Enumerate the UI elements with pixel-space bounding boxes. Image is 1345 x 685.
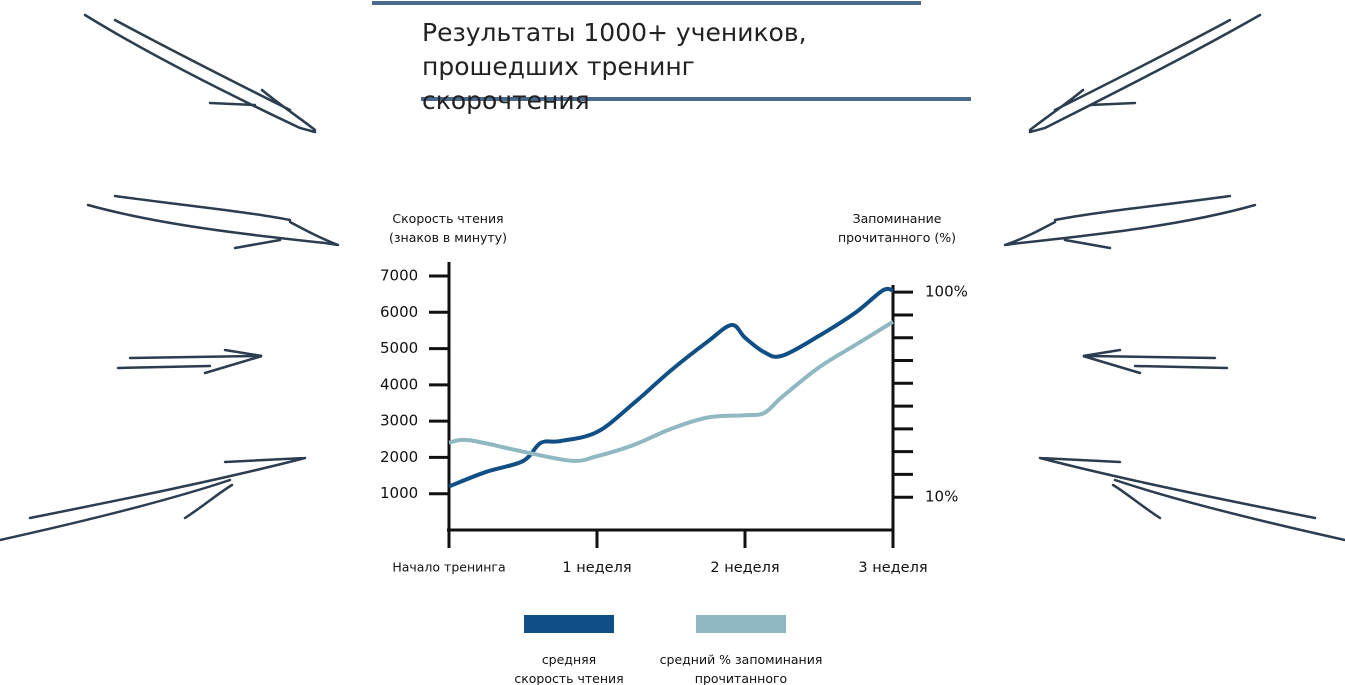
y2-tick-label: 10% — [925, 488, 958, 506]
legend-swatch — [524, 615, 614, 633]
y-tick-label: 1000 — [380, 484, 418, 502]
x-tick-label: 3 неделя — [858, 560, 927, 576]
y-tick-label: 4000 — [380, 375, 418, 393]
chart-title: Результаты 1000+ учеников, прошедших тре… — [422, 18, 807, 115]
x-tick-label: 1 неделя — [562, 560, 631, 576]
legend-swatch — [696, 615, 786, 633]
x-tick-label: Начало тренинга — [392, 560, 505, 575]
x-tick-label: 2 неделя — [710, 560, 779, 576]
y2-tick-label: 100% — [925, 283, 968, 301]
y-tick-label: 6000 — [380, 303, 418, 321]
y-tick-label: 3000 — [380, 412, 418, 430]
y-axis-title: Скорость чтения (знаков в минуту) — [389, 211, 507, 245]
series-line — [448, 320, 895, 463]
y-tick-label: 7000 — [380, 267, 418, 285]
legend-label: средняя скорость чтения — [514, 652, 624, 685]
y-tick-label: 5000 — [380, 339, 418, 357]
legend-label: средний % запоминания прочитанного — [659, 652, 823, 685]
decor-arrows — [0, 13, 1345, 542]
y2-axis-title: Запоминание прочитанного (%) — [837, 211, 957, 245]
series-line — [448, 286, 894, 489]
y-tick-label: 2000 — [380, 448, 418, 466]
